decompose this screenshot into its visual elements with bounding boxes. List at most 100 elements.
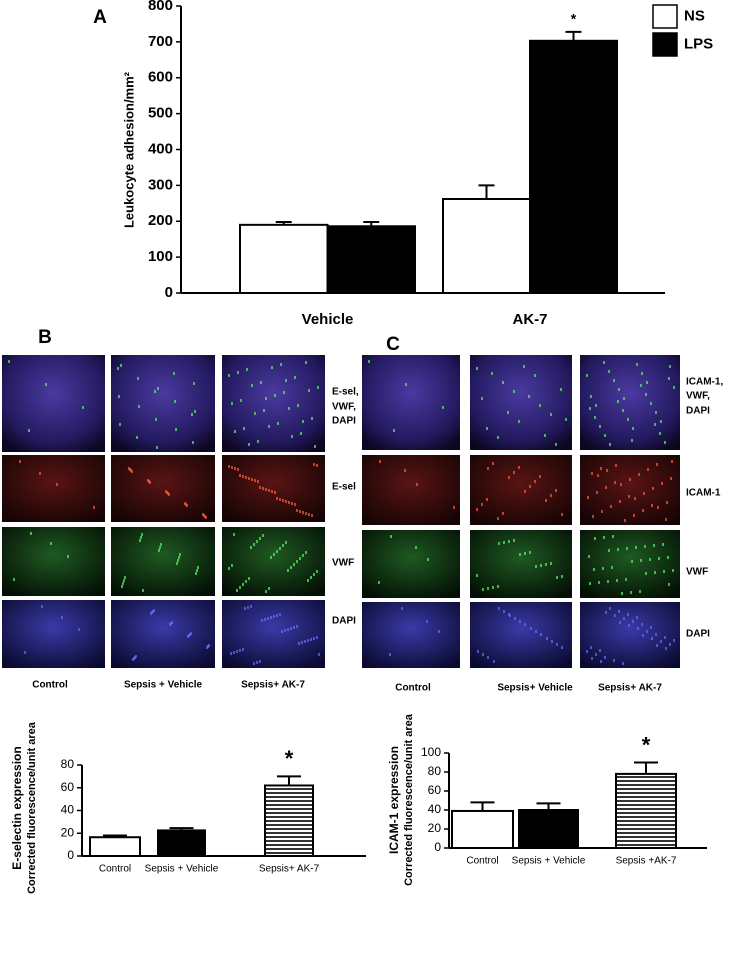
x-tick-label: Vehicle: [302, 311, 354, 328]
micrograph-speck: [379, 460, 381, 463]
micrograph-speck: [476, 367, 478, 370]
micrograph-speck: [302, 554, 304, 557]
micrograph-speck: [640, 384, 642, 387]
micrograph-speck: [267, 617, 269, 620]
micrograph-speck: [660, 420, 662, 423]
micrograph-speck: [237, 371, 239, 374]
micrograph-speck: [273, 615, 275, 618]
micrograph-speck: [513, 471, 515, 474]
micrograph-speck: [650, 626, 652, 629]
micrograph-speck: [41, 605, 43, 608]
error-bar: [363, 220, 380, 227]
micrograph-speck: [311, 417, 313, 420]
error-bar: [565, 30, 582, 41]
bar: [89, 836, 141, 858]
row-label: VWF: [332, 558, 354, 569]
micrograph-speck: [524, 552, 526, 555]
micrograph-speck: [242, 583, 244, 586]
annotation: *: [571, 11, 577, 27]
micrograph-speck: [609, 607, 611, 610]
y-axis-label: Leukocyte adhesion/mm²: [121, 71, 136, 228]
micrograph-speck: [615, 464, 617, 467]
micrograph-speck: [251, 478, 253, 481]
micrograph-speck: [192, 441, 194, 444]
micrograph-speck: [498, 607, 500, 610]
micrograph-speck: [78, 628, 80, 631]
micrograph-speck: [178, 556, 180, 559]
micrograph-speck: [619, 500, 621, 503]
micrograph-speck: [482, 588, 484, 591]
row-label: E-sel,: [332, 387, 359, 398]
micrograph-speck: [155, 418, 157, 421]
micrograph-speck: [171, 621, 173, 624]
micrograph-speck: [231, 564, 233, 567]
micrograph-speck: [642, 509, 644, 512]
micrograph-speck: [140, 536, 142, 539]
micrograph-speck: [307, 579, 309, 582]
column-label: Sepsis + Vehicle: [124, 680, 203, 691]
micrograph-speck: [307, 639, 309, 642]
row-label: ICAM-1,: [686, 377, 723, 388]
micrograph-speck: [287, 569, 289, 572]
micrograph-speck: [595, 404, 597, 407]
micrograph: [111, 355, 215, 452]
micrograph-speck: [279, 498, 281, 501]
micrograph-speck: [665, 647, 667, 650]
micrograph-speck: [389, 653, 391, 656]
micrograph-speck: [156, 446, 158, 449]
micrograph-speck: [609, 443, 611, 446]
y-axis-label: Corrected fluorescence/unit area: [26, 721, 38, 894]
bar: [451, 809, 514, 850]
micrograph-speck: [139, 539, 141, 542]
y-tick-label: 500: [148, 105, 173, 122]
y-tick-label: 400: [148, 140, 173, 157]
micrograph-speck: [555, 443, 557, 446]
micrograph-speck: [632, 620, 634, 623]
x-tick-label: Control: [99, 864, 131, 875]
micrograph-speck: [620, 483, 622, 486]
micrograph-speck: [614, 481, 616, 484]
micrograph-speck: [618, 388, 620, 391]
micrograph-speck: [313, 573, 315, 576]
micrograph-speck: [636, 616, 638, 619]
micrograph-speck: [619, 621, 621, 624]
micrograph-speck: [250, 605, 252, 608]
error-bar: [277, 775, 301, 786]
micrograph-speck: [589, 582, 591, 585]
x-tick-label: Sepsis +AK-7: [616, 856, 677, 867]
micrograph-speck: [591, 657, 593, 660]
bar: [442, 198, 531, 295]
micrograph-speck: [404, 469, 406, 472]
y-tick-label: 0: [434, 840, 441, 854]
micrograph-speck: [453, 506, 455, 509]
micrograph-speck: [659, 432, 661, 435]
micrograph-speck: [247, 606, 249, 609]
micrograph-speck: [175, 428, 177, 431]
micrograph: [2, 355, 105, 452]
micrograph-speck: [93, 506, 95, 509]
micrograph-speck: [624, 519, 626, 522]
micrograph-speck: [233, 651, 235, 654]
micrograph-speck: [378, 581, 380, 584]
error-bar: [634, 761, 658, 774]
error-bar: [470, 801, 495, 811]
micrograph-speck: [30, 532, 32, 535]
micrograph-speck: [647, 468, 649, 471]
micrograph-speck: [656, 463, 658, 466]
micrograph-speck: [673, 639, 675, 642]
micrograph-speck: [602, 567, 604, 570]
panel-label: B: [38, 327, 52, 348]
micrograph-speck: [248, 477, 250, 480]
micrograph-speck: [503, 541, 505, 544]
micrograph-speck: [587, 496, 589, 499]
micrograph-speck: [590, 646, 592, 649]
micrograph-speck: [545, 499, 547, 502]
micrograph-speck: [493, 660, 495, 663]
micrograph-speck: [646, 381, 648, 384]
micrograph-speck: [551, 640, 553, 643]
micrograph-speck: [242, 475, 244, 478]
micrograph-speck: [193, 382, 195, 385]
micrograph-speck: [268, 587, 270, 590]
micrograph-speck: [316, 636, 318, 639]
micrograph-speck: [519, 620, 521, 623]
